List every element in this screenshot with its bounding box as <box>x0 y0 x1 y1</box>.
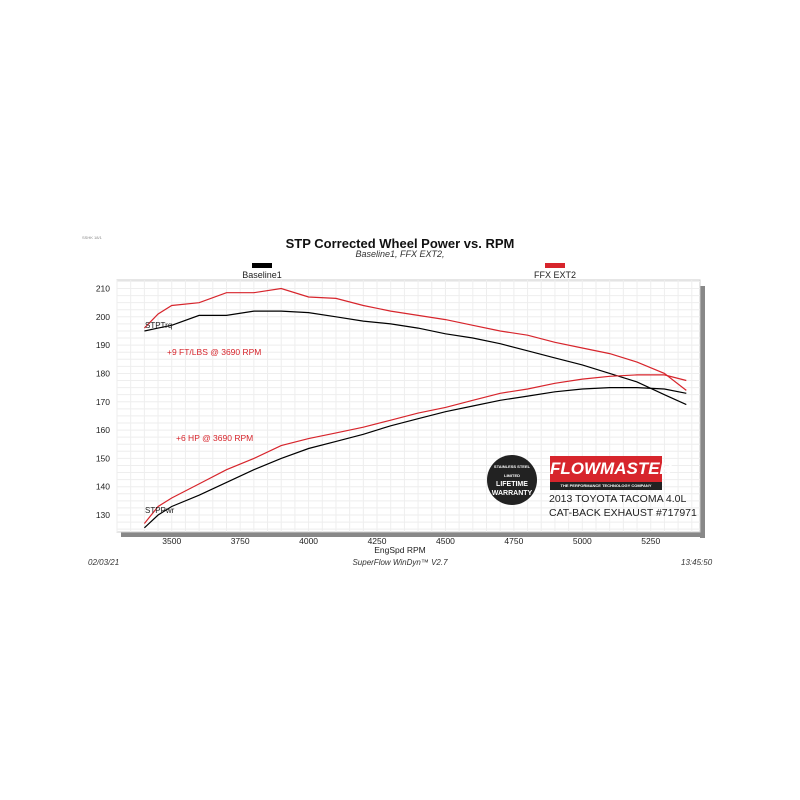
product-info: 2013 TOYOTA TACOMA 4.0L CAT-BACK EXHAUST … <box>549 493 697 519</box>
x-tick-label: 3750 <box>231 536 250 546</box>
footer-software: SuperFlow WinDyn™ V2.7 <box>352 558 448 567</box>
x-axis-label: EngSpd RPM <box>374 545 426 555</box>
legend-swatch <box>545 263 565 268</box>
series-line-1 <box>143 287 687 391</box>
legend-swatch <box>252 263 272 268</box>
y-tick-label: 130 <box>96 510 110 520</box>
x-tick-label: 4500 <box>436 536 455 546</box>
plot-shadow-right <box>700 286 705 538</box>
legend-ffx-ext2: FFX EXT2 <box>515 263 595 280</box>
torque-curve-label: STPTrq <box>145 321 173 330</box>
y-tick-label: 180 <box>96 368 110 378</box>
y-tick-label: 150 <box>96 453 110 463</box>
x-tick-label: 4750 <box>504 536 523 546</box>
y-tick-label: 160 <box>96 425 110 435</box>
plot-frame <box>116 279 701 533</box>
y-tick-label: 190 <box>96 340 110 350</box>
chart-title: STP Corrected Wheel Power vs. RPM <box>285 236 515 251</box>
torque-annotation: +9 FT/LBS @ 3690 RPM <box>167 347 262 357</box>
x-tick-label: 5250 <box>641 536 660 546</box>
series-line-3 <box>143 374 687 524</box>
plot-shadow-bottom <box>121 532 705 537</box>
chart-code: SSHK 18/1 <box>82 235 102 240</box>
lifetime-warranty-badge: STAINLESS STEEL LIMITED LIFETIME WARRANTY <box>487 455 537 505</box>
legend-label: FFX EXT2 <box>533 270 576 280</box>
y-tick-label: 170 <box>96 397 110 407</box>
x-tick-label: 5000 <box>573 536 592 546</box>
y-tick-label: 140 <box>96 482 110 492</box>
hp-annotation: +6 HP @ 3690 RPM <box>176 433 254 443</box>
flowmaster-logo: FLOWMASTER THE PERFORMANCE TECHNOLOGY COM… <box>550 456 672 490</box>
power-curve-label: STPPwr <box>145 506 175 515</box>
series-line-2 <box>143 387 687 529</box>
series-line-0 <box>144 310 687 406</box>
x-tick-label: 3500 <box>162 536 181 546</box>
x-tick-label: 4000 <box>299 536 318 546</box>
x-tick-label: 4250 <box>368 536 387 546</box>
legend-label: Baseline1 <box>242 270 282 280</box>
legend-baseline1: Baseline1 <box>222 263 302 280</box>
y-tick-label: 200 <box>96 312 110 322</box>
footer-time: 13:45:50 <box>681 558 713 567</box>
y-tick-label: 210 <box>96 283 110 293</box>
chart-subtitle: Baseline1, FFX EXT2, <box>355 249 445 259</box>
footer-date: 02/03/21 <box>88 558 120 567</box>
